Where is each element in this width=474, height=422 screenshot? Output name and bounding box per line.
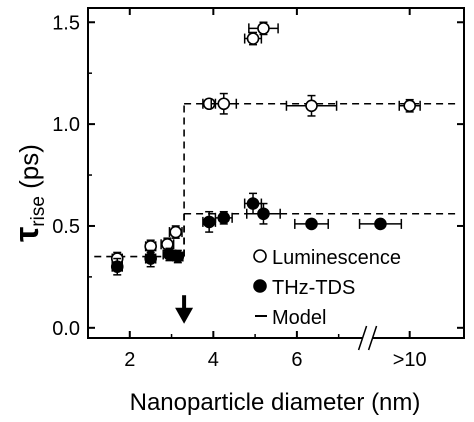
thz-tds-point bbox=[246, 202, 281, 225]
filled-circle-marker bbox=[144, 252, 157, 265]
y-tick-label: 0.5 bbox=[52, 216, 80, 238]
luminescence-point bbox=[398, 98, 421, 113]
open-circle-marker bbox=[257, 22, 270, 35]
x-tick-label: >10 bbox=[393, 349, 427, 371]
open-circle-marker bbox=[403, 99, 416, 113]
filled-circle-marker bbox=[110, 260, 124, 274]
y-axis-label-subscript: rise bbox=[28, 196, 49, 227]
axes: 0.0 0.5 1.0 1.5 2 4 6 >10 bbox=[52, 8, 464, 371]
open-circle-marker bbox=[246, 32, 260, 45]
legend-model-label: Model bbox=[272, 307, 326, 329]
legend-luminescence-label: Luminescence bbox=[272, 247, 401, 269]
y-tick-label: 1.0 bbox=[52, 114, 80, 136]
open-circle-marker bbox=[217, 97, 231, 111]
legend-thz-tds-label: THz-TDS bbox=[272, 277, 355, 299]
y-axis-label-unit: (ps) bbox=[14, 144, 44, 196]
arrow-head bbox=[175, 307, 194, 324]
filled-circle-marker bbox=[374, 217, 387, 231]
model-line bbox=[94, 102, 460, 258]
legend-luminescence-marker bbox=[253, 249, 267, 263]
thz-tds-point bbox=[144, 249, 157, 268]
legend: Luminescence THz-TDS Model bbox=[253, 247, 401, 329]
luminescence-point bbox=[285, 94, 338, 117]
x-axis-label: Nanoparticle diameter (nm) bbox=[130, 389, 421, 416]
filled-circle-marker bbox=[202, 215, 216, 229]
filled-circle-marker bbox=[246, 197, 260, 210]
axis-break-mark bbox=[357, 325, 368, 351]
thz-tds-point bbox=[294, 217, 329, 231]
y-tick-label: 1.5 bbox=[52, 12, 80, 34]
open-circle-marker bbox=[305, 99, 318, 113]
data-points bbox=[110, 21, 421, 276]
thz-tds-point bbox=[358, 217, 403, 231]
filled-circle-marker bbox=[217, 211, 231, 225]
plot-area bbox=[87, 7, 465, 339]
thz-tds-point bbox=[202, 210, 217, 233]
luminescence-point bbox=[160, 237, 175, 252]
down-arrow-annotation bbox=[175, 295, 194, 324]
thz-tds-point bbox=[171, 249, 185, 264]
open-circle-marker bbox=[169, 225, 183, 239]
x-tick-label: 6 bbox=[291, 349, 302, 371]
axis-break-mark bbox=[367, 325, 378, 351]
luminescence-point bbox=[168, 225, 183, 239]
thz-tds-point bbox=[110, 257, 124, 276]
legend-thz-tds-marker bbox=[253, 279, 267, 293]
y-axis-label-main: τ bbox=[8, 227, 46, 242]
axis-break-gap bbox=[362, 335, 373, 341]
filled-circle-marker bbox=[257, 207, 270, 221]
thz-tds-point bbox=[214, 210, 233, 225]
filled-circle-marker bbox=[171, 250, 185, 263]
x-tick-label: 2 bbox=[124, 349, 135, 371]
x-tick-label: 4 bbox=[208, 349, 219, 371]
luminescence-point bbox=[210, 92, 238, 115]
luminescence-point bbox=[243, 31, 263, 46]
y-axis-label: τrise (ps) bbox=[8, 144, 49, 242]
y-tick-label: 0.0 bbox=[52, 318, 80, 340]
plot-frame bbox=[87, 7, 465, 339]
filled-circle-marker bbox=[305, 217, 318, 231]
luminescence-point bbox=[248, 21, 279, 36]
